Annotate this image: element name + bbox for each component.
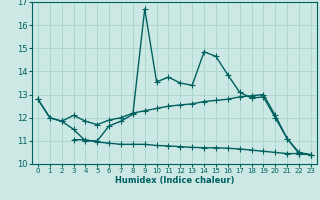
X-axis label: Humidex (Indice chaleur): Humidex (Indice chaleur)	[115, 176, 234, 185]
